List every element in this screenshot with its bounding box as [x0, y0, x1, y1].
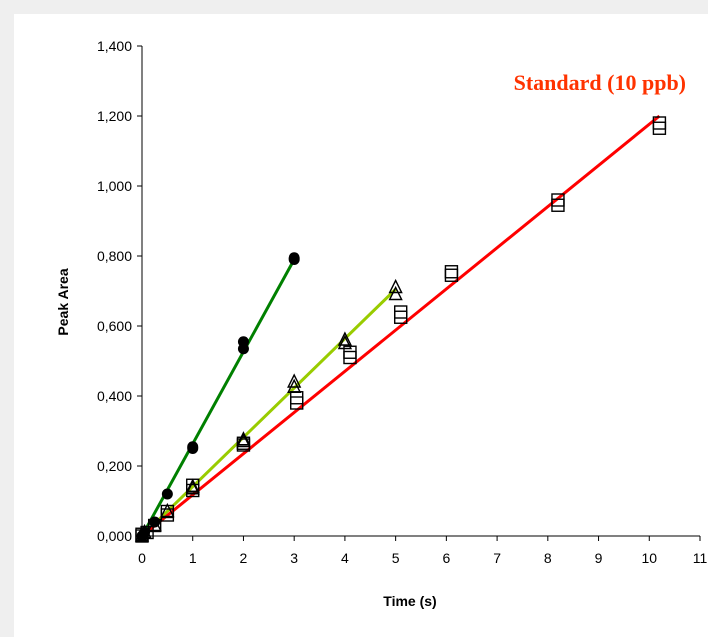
y-tick-label: 0,000: [97, 528, 132, 544]
y-tick-label: 1,000: [97, 178, 132, 194]
x-tick-label: 9: [595, 550, 603, 566]
x-tick-label: 11: [693, 550, 708, 566]
data-point-square: [343, 350, 357, 365]
x-tick-label: 8: [544, 550, 552, 566]
data-point-circle: [187, 441, 199, 453]
data-point-triangle: [337, 334, 353, 350]
fit-lines: [140, 114, 661, 538]
y-tick-label: 0,400: [97, 388, 132, 404]
chart-title: Standard (10 ppb): [514, 70, 686, 95]
data-point-triangle: [160, 502, 175, 518]
x-tick-label: 4: [341, 550, 349, 566]
y-tick-label: 0,600: [97, 318, 132, 334]
data-point-triangle: [287, 373, 302, 388]
data-point-circle: [149, 516, 161, 528]
data-point-circle: [139, 527, 151, 538]
data-point-square: [652, 116, 667, 130]
fit-line-square: [141, 114, 661, 538]
y-axis-title: Peak Area: [55, 268, 71, 335]
data-point-triangle: [337, 331, 353, 346]
fit-line-triangle: [140, 288, 397, 538]
x-tick-label: 1: [189, 550, 197, 566]
x-tick-label: 2: [240, 550, 248, 566]
y-tick-label: 0,800: [97, 248, 132, 264]
data-point-square: [290, 391, 304, 405]
data-point-square: [444, 265, 459, 279]
data-point-square: [394, 305, 408, 319]
y-tick-label: 1,400: [97, 38, 132, 54]
x-tick-label: 0: [138, 550, 146, 566]
data-point-triangle: [236, 432, 251, 448]
data-point-square: [551, 193, 565, 207]
x-tick-label: 6: [442, 550, 450, 566]
chart-frame: 0 1 2 3 4 5 6 7 8 9 10 11 0,000 0,200 0,400 0,600 0,800 1…: [14, 14, 708, 637]
y-tick-label: 0,200: [97, 458, 132, 474]
data-point-circle: [161, 488, 173, 500]
x-tick-label: 10: [641, 550, 657, 566]
x-tick-label: 3: [290, 550, 298, 566]
data-point-square: [444, 268, 459, 282]
x-axis-title: Time (s): [383, 593, 436, 609]
data-point-triangle: [287, 378, 302, 393]
chart-svg: 0 1 2 3 4 5 6 7 8 9 10 11 0,000 0,200 0,400 0,600 0,800 1…: [55, 38, 708, 609]
x-tick-label: 5: [392, 550, 400, 566]
y-tick-label: 1,200: [97, 108, 132, 124]
data-point-triangle: [388, 278, 403, 294]
data-point-circle: [237, 336, 249, 348]
data-point-triangle: [388, 285, 403, 301]
data-point-triangle: [185, 480, 200, 495]
data-point-triangle: [185, 478, 200, 493]
data-point-triangle: [236, 431, 251, 446]
data-point-circle: [288, 252, 300, 264]
data-point-square: [652, 121, 667, 135]
data-markers: [134, 116, 667, 543]
axes: 0 1 2 3 4 5 6 7 8 9 10 11 0,000 0,200 0,400 0,600 0,800 1…: [97, 38, 708, 566]
x-tick-label: 7: [493, 550, 501, 566]
